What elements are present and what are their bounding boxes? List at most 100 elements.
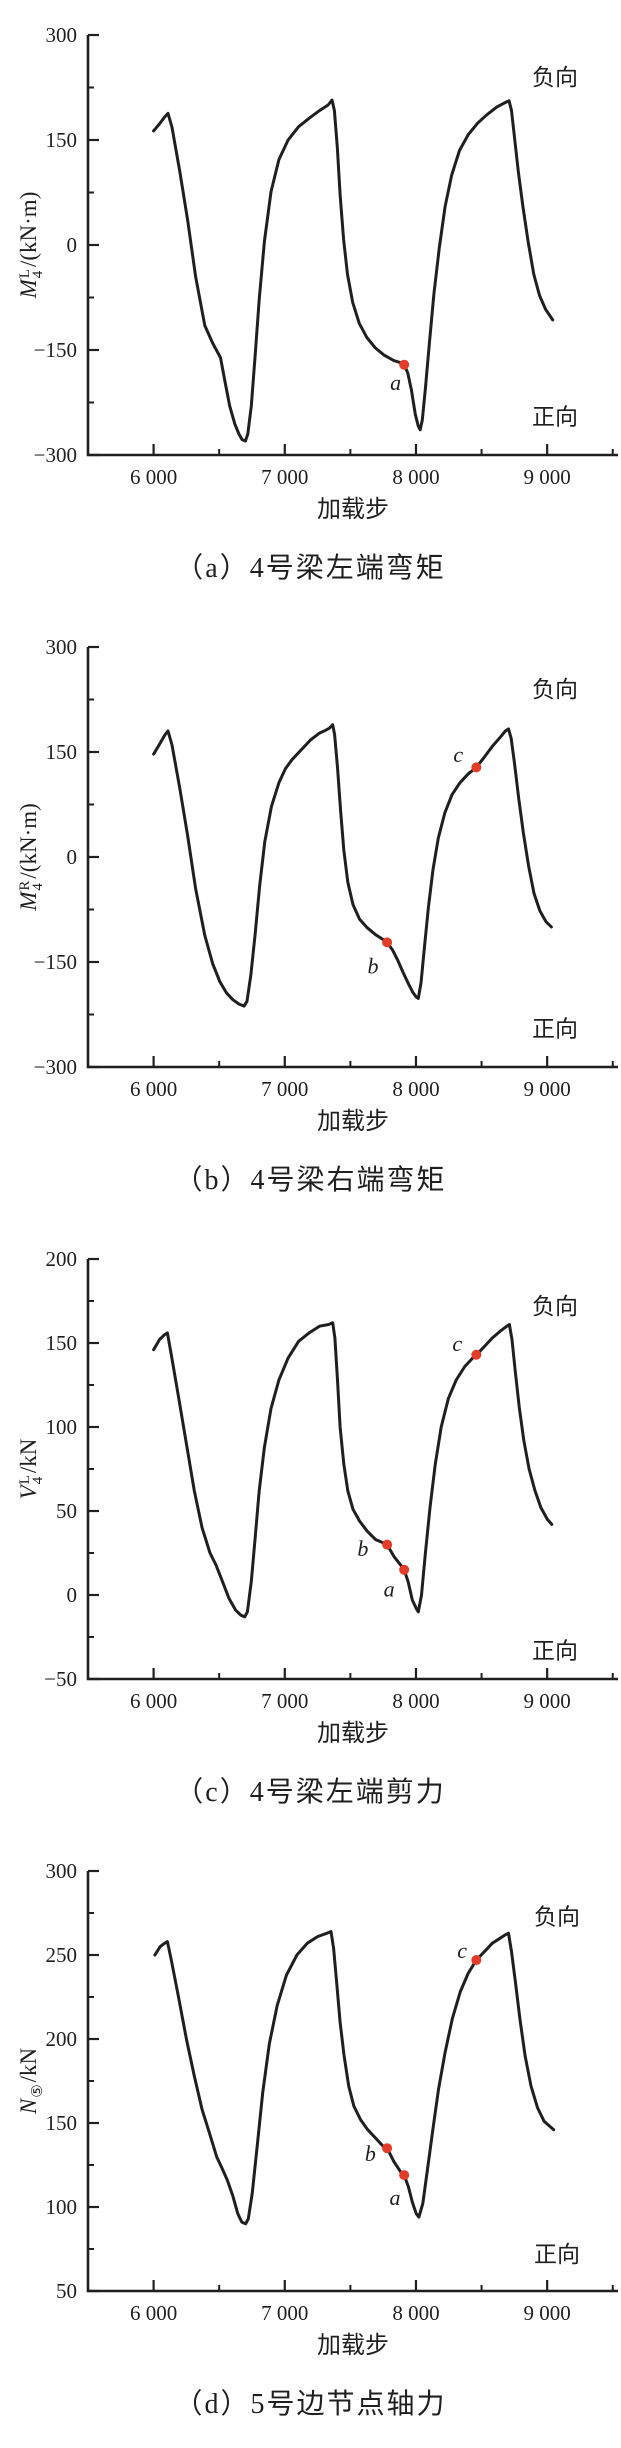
x-tick-label: 8 000: [392, 2301, 439, 2325]
x-tick-label: 9 000: [524, 1689, 571, 1713]
x-tick-label: 8 000: [392, 465, 439, 489]
axis-spines: [86, 1871, 618, 2293]
series-curve: [152, 1321, 554, 1619]
chart-c-block: 200 150 100 50 0 −50 6 000 7 000 8 000 9 000 加载步 b a…: [0, 1224, 621, 1836]
marker-label-a: a: [389, 2185, 400, 2210]
marker-label-b: b: [365, 2141, 376, 2166]
x-tick-label: 8 000: [392, 1077, 439, 1101]
series-curve: [152, 98, 555, 443]
direction-annotation: 正向: [532, 405, 578, 430]
y-tick-label: 150: [46, 740, 78, 764]
marker-label-c: c: [457, 1938, 467, 1963]
marker-label-c: c: [452, 1331, 462, 1356]
marker-dot-a: [399, 1564, 410, 1575]
marker-dot-b: [382, 2143, 393, 2154]
y-tick-label: 0: [67, 233, 78, 257]
marker-label-b: b: [367, 954, 378, 979]
y-tick-label: 50: [56, 1499, 77, 1523]
y-tick-label: 150: [46, 128, 78, 152]
x-axis-title: 加载步: [317, 496, 389, 523]
series-curve: [153, 1930, 556, 2226]
marker-dot-b: [382, 1539, 393, 1550]
chart-a-block: 300 150 0 −150 −300 6 000 7 000 8 000 9 000 加载步 a 负…: [0, 0, 621, 612]
y-tick-label: −300: [34, 443, 77, 467]
x-tick-label: 6 000: [130, 2301, 177, 2325]
y-tick-label: −150: [34, 338, 77, 362]
chart-b-y-axis-title: M R 4/(kN·m): [16, 803, 46, 911]
y-tick-label: 300: [46, 23, 78, 47]
marker-dot-b: [382, 937, 393, 948]
marker-label-a: a: [384, 1576, 395, 1601]
y-tick-label: 300: [46, 1859, 78, 1883]
series-curve: [152, 723, 553, 1008]
chart-a-caption: （a）4号梁左端弯矩: [175, 553, 446, 584]
axis-spines: [86, 647, 618, 1069]
y-tick-label: 150: [46, 2111, 78, 2135]
y-axis-unit: /(kN·m): [16, 191, 42, 268]
x-axis-title: 加载步: [317, 1108, 389, 1135]
direction-annotation: 负向: [532, 65, 578, 90]
chart-d-plot: 300 250 200 150 100 50 6 000 7 000 8 000 9 000 加载步…: [46, 1859, 618, 2359]
direction-annotation: 负向: [532, 1294, 578, 1319]
x-tick-label: 8 000: [392, 1689, 439, 1713]
y-axis-subsup: ⑤: [29, 2084, 46, 2098]
y-axis-symbol: M: [16, 891, 42, 911]
y-tick-label: −150: [34, 950, 77, 974]
y-tick-label: 50: [56, 2279, 77, 2303]
chart-b-caption: （b）4号梁右端弯矩: [174, 1165, 447, 1196]
marker-dot-c: [471, 1955, 482, 1966]
chart-c-plot: 200 150 100 50 0 −50 6 000 7 000 8 000 9 000 加载步 ba…: [44, 1247, 618, 1747]
marker-dot-c: [471, 1349, 482, 1360]
chart-a-plot: 300 150 0 −150 −300 6 000 7 000 8 000 9 000 加载步 a 负…: [34, 23, 618, 523]
marker-label-a: a: [390, 370, 401, 395]
chart-a-y-axis-title: M L 4/(kN·m): [16, 191, 46, 299]
direction-annotation: 正向: [534, 2242, 580, 2267]
direction-annotation: 正向: [532, 1638, 578, 1663]
marker-dot-a: [399, 2170, 410, 2181]
x-tick-label: 7 000: [261, 1077, 308, 1101]
y-axis-symbol: V: [16, 1485, 42, 1500]
y-axis-unit: /kN: [16, 2047, 42, 2083]
chart-c-y-axis-title: V L 4/kN: [16, 1439, 46, 1500]
y-tick-label: 200: [46, 1247, 78, 1271]
x-tick-label: 7 000: [261, 1689, 308, 1713]
x-tick-label: 6 000: [130, 1077, 177, 1101]
chart-c-caption: （c）4号梁左端剪力: [175, 1777, 446, 1808]
marker-label-b: b: [357, 1536, 368, 1561]
axis-spines: [86, 35, 618, 457]
y-tick-label: 250: [46, 1943, 78, 1967]
x-tick-label: 7 000: [261, 465, 308, 489]
x-tick-label: 9 000: [524, 465, 571, 489]
marker-dot-c: [471, 762, 482, 773]
y-tick-label: 100: [46, 2195, 78, 2219]
y-axis-symbol: M: [16, 279, 42, 299]
axis-spines: [86, 1259, 618, 1681]
y-tick-label: 300: [46, 635, 78, 659]
direction-annotation: 正向: [532, 1017, 578, 1042]
y-axis-symbol: N: [16, 2098, 42, 2115]
x-axis-title: 加载步: [317, 2332, 389, 2359]
y-tick-label: 100: [46, 1415, 78, 1439]
x-tick-label: 7 000: [261, 2301, 308, 2325]
x-tick-label: 6 000: [130, 1689, 177, 1713]
y-tick-label: −50: [44, 1667, 77, 1691]
marker-dot-a: [399, 359, 410, 370]
direction-annotation: 负向: [534, 1904, 580, 1929]
y-tick-label: 150: [46, 1331, 78, 1355]
y-tick-label: −300: [34, 1055, 77, 1079]
x-tick-label: 9 000: [524, 1077, 571, 1101]
y-tick-label: 0: [67, 845, 78, 869]
marker-label-c: c: [453, 742, 463, 767]
x-axis-title: 加载步: [317, 1720, 389, 1747]
direction-annotation: 负向: [532, 677, 578, 702]
y-tick-label: 200: [46, 2027, 78, 2051]
chart-d-caption: （d）5号边节点轴力: [174, 2389, 447, 2420]
chart-d-y-axis-title: N ⑤/kN: [16, 2047, 46, 2115]
chart-d-block: 300 250 200 150 100 50 6 000 7 000 8 000 9 000 加载步…: [0, 1836, 621, 2448]
y-axis-unit: /(kN·m): [16, 803, 42, 879]
chart-b-block: 300 150 0 −150 −300 6 000 7 000 8 000 9 000 加载步 b c…: [0, 612, 621, 1224]
